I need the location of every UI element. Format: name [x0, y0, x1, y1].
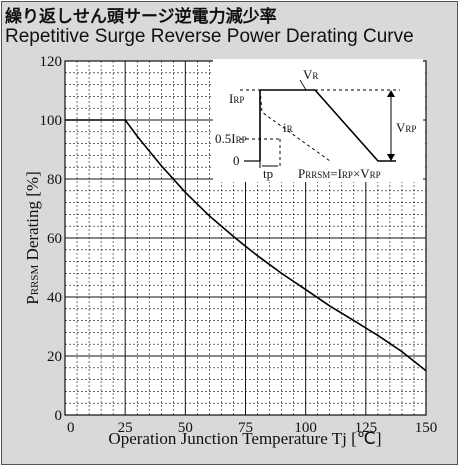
y-tick-label: 80	[47, 172, 62, 188]
x-tick-label: 50	[178, 420, 193, 436]
y-axis-label-sub: RRSM	[29, 264, 41, 295]
inset-label-half-irp: 0.5IRP	[215, 131, 247, 146]
inset-formula: PRRSM=IRP×VRP	[298, 166, 381, 181]
inset-label-irp: IRP	[229, 91, 244, 106]
inset-label-ir: iR	[283, 120, 293, 135]
x-tick-label: 100	[294, 420, 317, 436]
inset-vrp-arrow-top	[387, 90, 395, 97]
inset-label-vrp: VRP	[396, 120, 416, 135]
y-tick-label: 20	[47, 349, 62, 365]
y-tick-label: 0	[55, 408, 63, 424]
chart-title-english: Repetitive Surge Reverse Power Derating …	[5, 26, 414, 47]
inset-label-vr: VR	[303, 67, 318, 82]
x-tick-label: 150	[415, 420, 438, 436]
y-axis-label-rest: Derating [%]	[23, 171, 42, 264]
y-axis-label-p: P	[23, 295, 42, 304]
chart-title-japanese: 繰り返しせん頭サージ逆電力減少率	[5, 7, 277, 27]
x-tick-label: 25	[118, 420, 133, 436]
inset-label-zero: 0	[233, 153, 240, 168]
y-tick-label: 60	[47, 231, 62, 247]
x-tick-label: 75	[238, 420, 253, 436]
x-tick-label: 125	[355, 420, 378, 436]
inset-current-waveform	[259, 89, 331, 162]
y-tick-label: 100	[40, 113, 63, 129]
x-axis-label: Operation Junction Temperature Tj [℃]	[108, 429, 381, 448]
grid-lines	[65, 61, 426, 415]
inset-label-tp: tp	[263, 166, 273, 181]
y-axis-label: PRRSM Derating [%]	[23, 171, 42, 305]
inset-vr-leader	[299, 79, 307, 91]
series-line-derating	[65, 119, 427, 372]
y-tick-label: 40	[47, 290, 62, 306]
inset-diagram: VR IRP 0.5IRP 0 iR VRP tp PRRSM=IRP×VRP	[213, 59, 423, 182]
x-tick-label: 0	[67, 420, 75, 436]
tick-labels: 0 25 50 75 100 125 150 0 20 40 60 80 100 120	[40, 54, 438, 436]
inset-vrp-arrow-bottom	[387, 154, 395, 161]
y-tick-label: 120	[40, 54, 63, 70]
